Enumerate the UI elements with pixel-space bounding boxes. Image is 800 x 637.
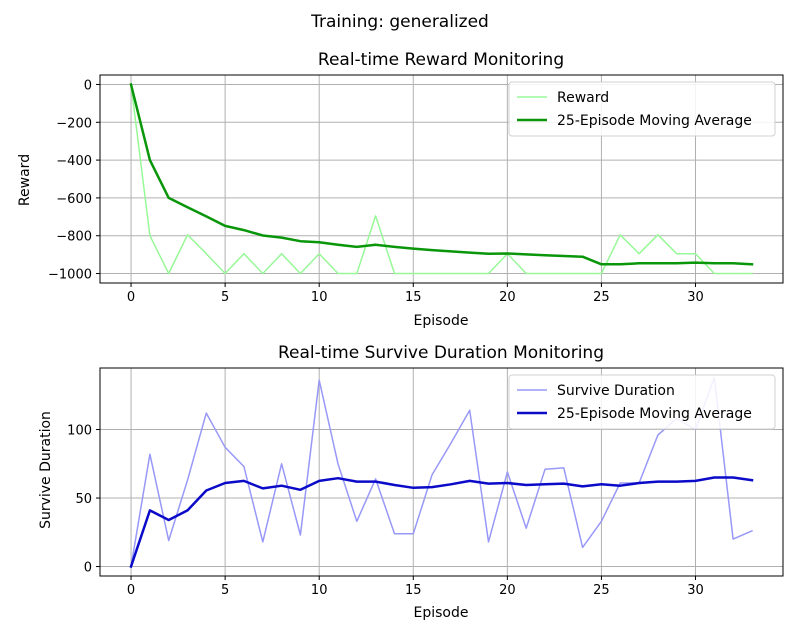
y-tick-label: −400 — [56, 154, 92, 169]
series-line-0 — [130, 83, 753, 275]
x-tick-label: 20 — [499, 583, 516, 598]
chart-title: Real-time Reward Monitoring — [318, 50, 564, 70]
x-tick-label: 15 — [405, 583, 422, 598]
legend-label: Survive Duration — [557, 383, 675, 399]
figure-suptitle: Training: generalized — [310, 12, 489, 32]
legend-box — [508, 81, 776, 137]
axes-frame — [99, 74, 784, 284]
y-tick-label: −1000 — [48, 268, 92, 283]
y-tick-label: 0 — [84, 561, 92, 576]
legend-label: 25-Episode Moving Average — [557, 113, 752, 129]
series-line-1 — [129, 82, 754, 266]
y-tick-label: 100 — [67, 424, 92, 439]
survive-duration-chart: Real-time Survive Duration Monitoring Ep… — [38, 343, 784, 621]
y-tick-label: −600 — [56, 192, 92, 207]
chart-title: Real-time Survive Duration Monitoring — [278, 343, 604, 363]
y-tick-label: −800 — [56, 230, 92, 245]
y-axis-label: Reward — [17, 154, 33, 206]
legend-label: 25-Episode Moving Average — [557, 406, 752, 422]
x-tick-label: 0 — [127, 290, 135, 305]
x-axis-label: Episode — [414, 605, 469, 621]
axes-frame — [99, 367, 784, 577]
x-tick-label: 10 — [311, 583, 328, 598]
x-tick-label: 30 — [687, 290, 704, 305]
legend-label: Reward — [557, 90, 609, 106]
series-line-1 — [129, 476, 754, 569]
x-tick-label: 20 — [499, 290, 516, 305]
y-tick-label: −200 — [56, 116, 92, 131]
x-tick-label: 5 — [221, 583, 229, 598]
x-tick-label: 25 — [593, 583, 610, 598]
series-line-0 — [130, 376, 753, 568]
y-tick-label: 0 — [84, 78, 92, 93]
x-tick-label: 25 — [593, 290, 610, 305]
x-tick-label: 5 — [221, 290, 229, 305]
x-tick-label: 15 — [405, 290, 422, 305]
legend: Reward 25-Episode Moving Average — [508, 81, 776, 137]
x-tick-label: 10 — [311, 290, 328, 305]
reward-chart: Real-time Reward Monitoring Episode Rewa… — [17, 50, 784, 329]
x-tick-label: 30 — [687, 583, 704, 598]
y-tick-label: 50 — [75, 492, 92, 507]
legend: Survive Duration 25-Episode Moving Averag… — [508, 374, 776, 430]
x-tick-label: 0 — [127, 583, 135, 598]
legend-box — [508, 374, 776, 430]
x-axis-label: Episode — [414, 313, 469, 329]
y-axis-label: Survive Duration — [38, 411, 54, 529]
